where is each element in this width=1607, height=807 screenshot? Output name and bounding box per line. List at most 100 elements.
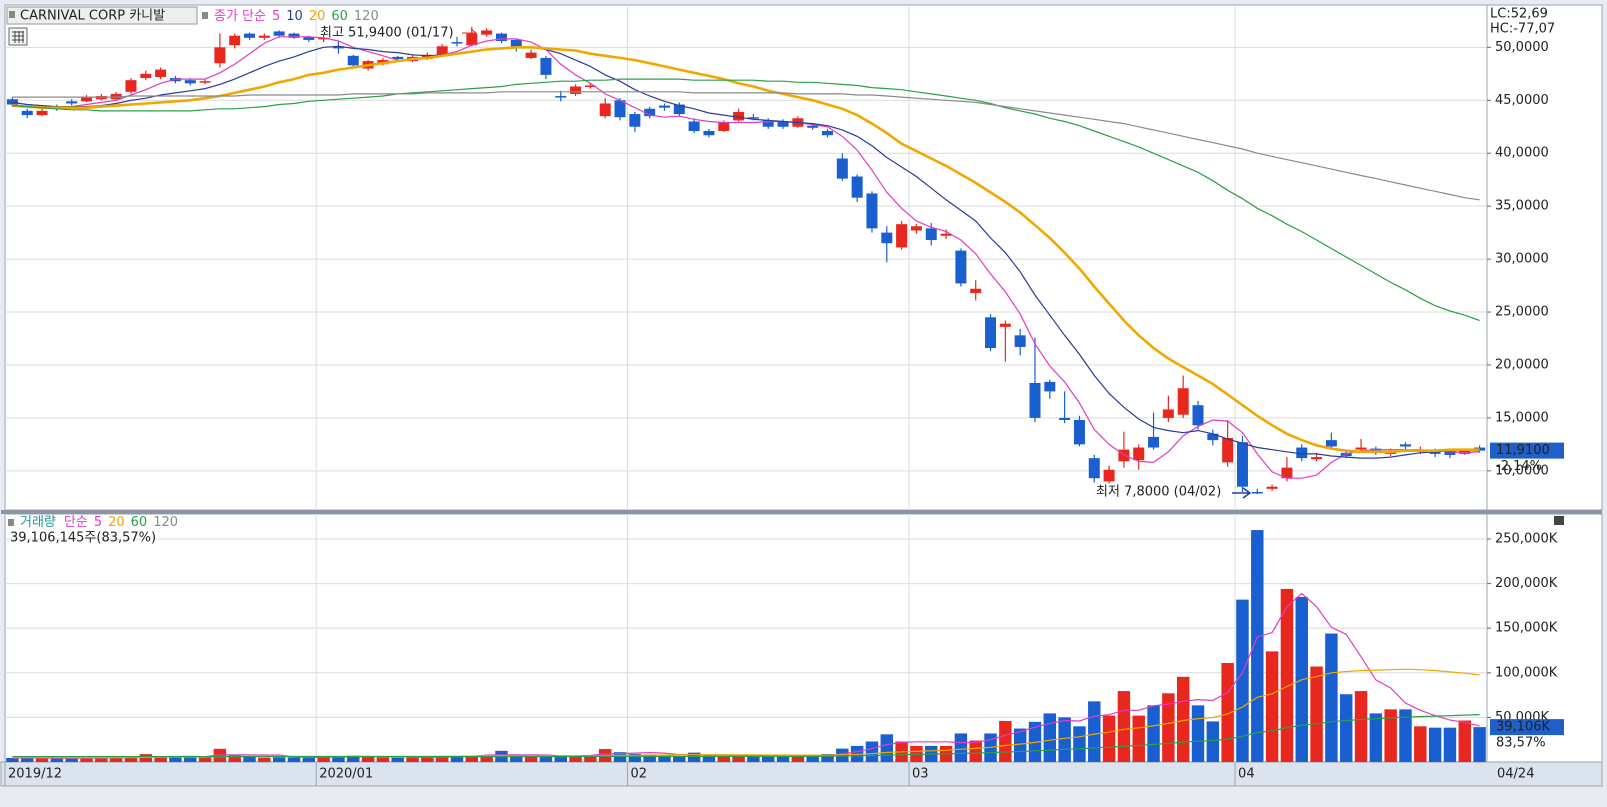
y-tick-label: 15,0000 bbox=[1495, 410, 1549, 425]
candle-body bbox=[481, 30, 493, 35]
date-axis bbox=[0, 761, 1603, 787]
legend-label: 종가 단순 bbox=[214, 9, 266, 24]
volume-bar bbox=[554, 755, 567, 762]
candle-body bbox=[1014, 335, 1026, 347]
candle-body bbox=[718, 122, 730, 131]
pane-divider[interactable] bbox=[1, 510, 1602, 514]
volume-bar bbox=[1473, 727, 1486, 762]
volume-bar bbox=[154, 756, 167, 762]
y-tick-label: 45,0000 bbox=[1495, 93, 1549, 108]
candle-body bbox=[1207, 433, 1219, 441]
candle-body bbox=[303, 36, 315, 40]
last-value-label: 11,9100 bbox=[1496, 443, 1550, 458]
candle-body bbox=[6, 99, 18, 105]
candle-body bbox=[955, 250, 967, 284]
volume-bar bbox=[524, 756, 538, 762]
volume-bar bbox=[1132, 715, 1145, 762]
candle-body bbox=[910, 226, 922, 231]
legend-entry: 20 bbox=[108, 515, 125, 530]
volume-bar bbox=[880, 734, 894, 762]
candle-body bbox=[244, 33, 256, 38]
ma-line bbox=[12, 592, 1480, 759]
volume-pane bbox=[4, 513, 1488, 763]
y-tick-label: 20,0000 bbox=[1495, 357, 1549, 372]
volume-bar bbox=[1236, 599, 1249, 762]
volume-bar bbox=[1251, 530, 1264, 762]
candle-body bbox=[140, 73, 152, 79]
chart-title: CARNIVAL CORP 카니발 bbox=[20, 9, 165, 24]
candle-body bbox=[125, 80, 137, 92]
volume-bar bbox=[673, 756, 686, 762]
candle-body bbox=[1029, 382, 1041, 418]
candle-body bbox=[1162, 409, 1174, 418]
candle-body bbox=[436, 46, 448, 55]
volume-bar bbox=[954, 733, 968, 762]
ma-line bbox=[12, 714, 1480, 758]
y-tick-label: 35,0000 bbox=[1495, 199, 1549, 214]
candle-body bbox=[229, 35, 241, 46]
volume-bar bbox=[35, 758, 49, 762]
y-tick-label: 50,0000 bbox=[1495, 40, 1549, 55]
candle-body bbox=[258, 35, 270, 38]
ma-line bbox=[12, 36, 1480, 479]
x-tick-label: 04 bbox=[1238, 767, 1255, 782]
volume-bar bbox=[361, 757, 375, 762]
candle-body bbox=[807, 125, 819, 128]
candle-body bbox=[21, 110, 33, 116]
title-box[interactable] bbox=[6, 6, 198, 25]
legend-entry: 20 bbox=[309, 9, 326, 24]
candle-body bbox=[644, 108, 656, 117]
legend-entry: 60 bbox=[331, 9, 348, 24]
y-tick-label: 30,0000 bbox=[1495, 252, 1549, 267]
volume-bar bbox=[228, 754, 241, 762]
volume-bar bbox=[1088, 701, 1101, 762]
volume-bar bbox=[806, 755, 819, 762]
volume-bar bbox=[776, 756, 790, 762]
volume-bar bbox=[1147, 705, 1160, 762]
volume-bar bbox=[732, 756, 745, 762]
volume-bar bbox=[1443, 727, 1457, 762]
hc-label: HC:-77,07 bbox=[1490, 22, 1555, 37]
candle-body bbox=[836, 158, 848, 179]
volume-bar bbox=[999, 720, 1012, 762]
volume-bar bbox=[643, 754, 656, 762]
candle-body bbox=[925, 228, 937, 241]
volume-bar bbox=[1176, 676, 1190, 762]
volume-bar bbox=[243, 756, 256, 762]
volume-bar bbox=[969, 740, 982, 762]
volume-summary: 39,106,145주(83,57%) bbox=[10, 531, 156, 546]
volume-bar bbox=[1414, 726, 1427, 762]
volume-bar bbox=[747, 756, 760, 762]
candle-body bbox=[762, 120, 774, 127]
volume-bar bbox=[198, 757, 212, 762]
y-tick-label: 40,0000 bbox=[1495, 146, 1549, 161]
candle-body bbox=[1073, 420, 1085, 445]
low-annotation: 최저 7,8000 (04/02) bbox=[1096, 485, 1221, 500]
volume-bar bbox=[406, 757, 419, 762]
volume-bar bbox=[332, 756, 345, 762]
close-button[interactable] bbox=[1554, 516, 1564, 525]
volume-bar bbox=[1339, 694, 1353, 762]
volume-bar bbox=[317, 756, 330, 762]
candle-body bbox=[866, 193, 878, 229]
candle-body bbox=[1177, 388, 1189, 415]
candle-body bbox=[703, 130, 715, 136]
high-arrow bbox=[462, 28, 477, 38]
ma-line bbox=[12, 45, 1480, 459]
candle-body bbox=[1192, 405, 1204, 426]
candle-body bbox=[347, 55, 359, 66]
candle-body bbox=[777, 121, 789, 127]
volume-bar bbox=[124, 756, 138, 762]
volume-bar bbox=[717, 755, 730, 762]
volume-bar bbox=[1310, 666, 1323, 762]
volume-bar bbox=[95, 757, 108, 762]
last-value-label: 39,106K bbox=[1496, 720, 1550, 735]
y-tick-label: 100,000K bbox=[1495, 665, 1558, 680]
high-annotation: 최고 51,9400 (01/17) bbox=[320, 26, 454, 41]
candle-body bbox=[896, 224, 908, 248]
candle-body bbox=[1133, 447, 1145, 461]
volume-bar bbox=[702, 755, 716, 762]
volume-bar bbox=[865, 741, 879, 762]
volume-bar bbox=[421, 757, 434, 762]
